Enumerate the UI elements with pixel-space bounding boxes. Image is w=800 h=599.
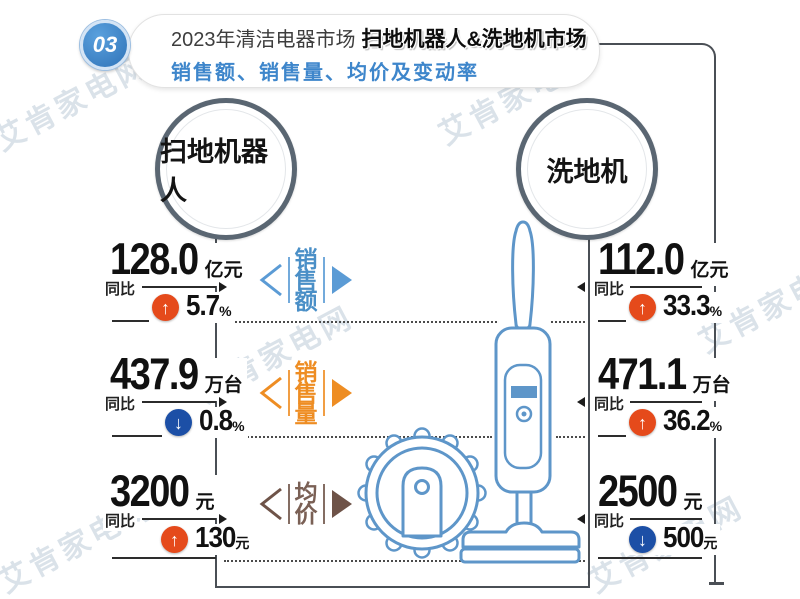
product-name-left: 扫地机器人 — [160, 137, 268, 206]
floor-washer-illustration — [459, 220, 581, 564]
yoy-label: 同比 — [103, 393, 138, 414]
washer-price-yoy: ↓ 500元 — [626, 520, 721, 555]
yoy-label: 同比 — [103, 510, 138, 531]
unit: 万台 — [204, 375, 243, 396]
row-separator-dashed — [556, 436, 585, 438]
row-separator-dashed — [551, 321, 585, 323]
unit: 亿元 — [690, 260, 729, 281]
pointer-arrow-icon — [219, 514, 227, 524]
yoy-label: 同比 — [592, 278, 627, 299]
yoy-suffix: % — [232, 418, 245, 434]
metric-label-revenue: 销 售 额 — [254, 244, 358, 316]
connector-rail-end — [709, 582, 724, 585]
value: 112.0 — [598, 235, 685, 285]
yoy-suffix: % — [709, 303, 723, 319]
unit: 亿元 — [204, 260, 243, 281]
title-highlight: 扫地机器人&洗地机市场 — [361, 28, 587, 51]
yoy-suffix: 元 — [235, 535, 250, 551]
robot-price-yoy: ↑ 130元 — [158, 520, 253, 555]
yoy-suffix: % — [709, 418, 723, 434]
pointer-arrow-icon — [219, 397, 227, 407]
pointer-arrow-icon — [577, 282, 585, 292]
up-arrow-icon: ↑ — [161, 526, 188, 553]
metric-label-text: 均 价 — [294, 480, 318, 527]
row-separator-dashed — [224, 436, 492, 438]
title-line: 2023年清洁电器市场 扫地机器人&洗地机市场 — [171, 23, 589, 53]
unit: 元 — [683, 492, 703, 513]
pointer-arrow-icon — [219, 282, 227, 292]
yoy-label: 同比 — [592, 393, 627, 414]
row-separator-dashed — [224, 560, 585, 562]
metric-label-volume: 销 售 量 — [254, 357, 358, 429]
triangle-right-icon — [331, 379, 352, 407]
pointer-arrow-icon — [577, 514, 585, 524]
value: 2500 — [598, 467, 678, 517]
robot-vacuum-illustration — [357, 427, 487, 559]
title-pill: 2023年清洁电器市场 扫地机器人&洗地机市场 销售额、销售量、均价及变动率 — [128, 14, 600, 88]
robot-revenue-yoy: ↑ 5.7% — [149, 288, 235, 323]
yoy-pointer-line — [630, 518, 702, 520]
label-bar — [287, 484, 290, 524]
unit: 万台 — [692, 375, 731, 396]
yoy-pointer-line — [630, 286, 702, 288]
right-frame-line — [588, 238, 590, 588]
chevron-left-icon — [259, 263, 282, 297]
yoy-pointer-line — [142, 401, 216, 403]
yoy-label: 同比 — [592, 510, 627, 531]
label-bar — [322, 257, 325, 303]
label-bar — [287, 257, 290, 303]
value: 471.1 — [598, 350, 687, 400]
yoy-value: 33.3 — [663, 288, 711, 322]
washer-revenue-yoy: ↑ 33.3% — [626, 288, 726, 323]
yoy-value: 36.2 — [663, 403, 711, 437]
subtitle: 销售额、销售量、均价及变动率 — [171, 62, 479, 84]
chevron-left-icon — [259, 487, 282, 521]
product-name-right: 洗地机 — [546, 156, 628, 187]
up-arrow-icon: ↑ — [629, 409, 656, 436]
product-circle-robot-vacuum: 扫地机器人 — [155, 98, 297, 240]
triangle-right-icon — [331, 490, 352, 518]
bottom-frame-line — [215, 586, 590, 588]
label-bar — [287, 370, 290, 416]
metric-underline — [112, 557, 216, 559]
metric-label-price: 均 价 — [254, 478, 358, 530]
triangle-right-icon — [331, 266, 352, 294]
value: 3200 — [110, 467, 190, 517]
value: 437.9 — [110, 350, 199, 400]
metric-label-text: 销 售 量 — [294, 358, 318, 427]
yoy-pointer-line — [142, 286, 216, 288]
yoy-value: 0.8 — [199, 403, 233, 437]
chevron-left-icon — [259, 376, 282, 410]
robot-volume-yoy: ↓ 0.8% — [162, 403, 248, 438]
up-arrow-icon: ↑ — [152, 294, 179, 321]
value: 128.0 — [110, 235, 199, 285]
yoy-suffix: 元 — [703, 535, 718, 551]
section-number-badge: 03 — [80, 20, 130, 70]
yoy-suffix: % — [219, 303, 232, 319]
yoy-value: 500 — [663, 520, 704, 554]
section-number: 03 — [92, 32, 118, 57]
metric-underline — [598, 557, 702, 559]
yoy-label: 同比 — [103, 278, 138, 299]
yoy-value: 5.7 — [186, 288, 220, 322]
metric-label-text: 销 售 额 — [294, 245, 318, 314]
yoy-value: 130 — [195, 520, 236, 554]
down-arrow-icon: ↓ — [629, 526, 656, 553]
washer-volume-yoy: ↑ 36.2% — [626, 403, 726, 438]
title-prefix: 2023年清洁电器市场 — [171, 29, 356, 51]
label-bar — [322, 370, 325, 416]
label-bar — [322, 484, 325, 524]
product-circle-floor-washer: 洗地机 — [516, 98, 658, 240]
up-arrow-icon: ↑ — [629, 294, 656, 321]
unit: 元 — [195, 492, 215, 513]
row-separator-dashed — [224, 321, 497, 323]
yoy-pointer-line — [142, 518, 216, 520]
down-arrow-icon: ↓ — [165, 409, 192, 436]
pointer-arrow-icon — [577, 397, 585, 407]
yoy-pointer-line — [630, 401, 702, 403]
